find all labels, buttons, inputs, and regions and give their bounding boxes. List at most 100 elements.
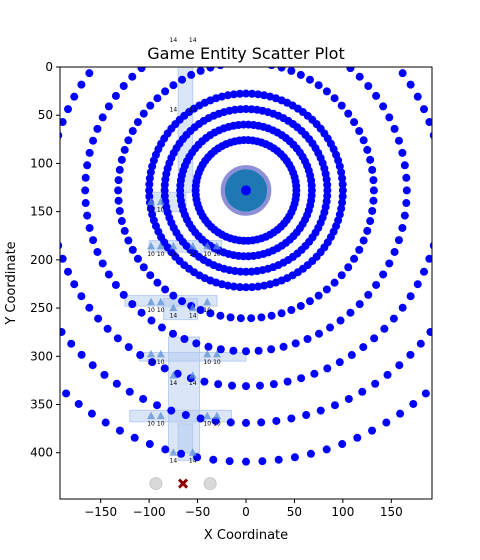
ring-point [128,72,137,81]
ring-point [369,176,378,185]
ring-point [398,148,407,157]
ring-point [146,204,155,213]
ring-point [402,173,411,182]
y-tick-label: 200 [30,253,53,267]
ring-point [370,334,379,343]
ring-point [229,90,238,99]
ring-point [382,418,391,427]
ring-point [11,156,19,164]
ring-point [254,346,263,355]
triangle-marker [169,303,178,312]
ring-point [394,236,403,245]
ring-point [67,339,76,348]
ring-point [178,75,187,84]
ring-point [19,32,27,40]
ring-point [145,180,154,189]
ring-point [117,217,126,226]
ring-point [70,92,79,101]
y-tick-label: 350 [30,398,53,412]
ring-point [85,69,94,78]
x-tick-label: 150 [380,505,403,519]
ring-point [214,0,222,1]
ring-point [416,339,425,348]
ring-point [379,102,388,111]
ring-point [83,211,92,220]
ring-point [355,127,364,135]
triangle-marker [147,411,156,420]
triangle-marker [188,448,197,456]
ring-point [111,280,120,289]
x-tick-label: 100 [331,505,354,519]
ring-point [168,329,177,338]
ring-point [330,401,339,410]
ring-point [147,316,156,325]
ring-point [451,84,459,92]
highlight-band [129,409,232,423]
cross-marker [177,478,189,489]
ring-point [355,245,364,254]
y-tick-label: 150 [30,205,53,219]
ring-point [385,259,394,268]
ring-point [287,305,296,314]
triangle-marker [147,197,156,205]
triangle-marker [203,297,212,306]
ring-point [70,280,79,289]
ring-point [437,200,445,208]
ring-point [206,67,215,72]
ring-point [119,290,128,299]
ring-point [395,12,403,20]
ring-point [390,124,399,133]
ring-point [248,283,257,292]
ring-point [434,378,442,386]
ring-point [436,214,444,222]
ring-point [406,80,415,89]
ring-point [60,118,67,127]
ring-point [161,285,170,294]
ring-point [436,159,444,167]
ring-point [98,259,107,268]
ring-point [344,394,353,403]
ring-point [81,199,90,208]
ring-point [214,380,223,389]
ring-point [364,290,373,299]
ring-point [242,347,250,356]
point-label: 14 [170,37,178,44]
ring-point [306,449,315,458]
ring-point [10,171,18,179]
ring-point [297,0,305,7]
ring-point [316,406,325,415]
ring-point [50,378,58,386]
ring-point [39,7,47,15]
triangle-marker [147,241,156,250]
x-tick-label: 50 [287,505,302,519]
ring-point [337,168,346,177]
ring-point [260,281,269,290]
ring-point [257,418,266,427]
center-ring [220,165,272,216]
ring-point [255,26,263,34]
ring-point [270,0,278,1]
ring-point [291,339,300,348]
ring-point [338,186,347,195]
ring-point [128,245,137,254]
triangle-marker [147,349,156,358]
ring-point [434,0,442,3]
ring-point [77,292,86,301]
point-label: 14 [170,313,178,320]
ring-point [296,301,305,310]
ring-point [14,141,22,149]
ring-point [60,131,63,139]
misc-markers [149,477,217,491]
ring-point [115,206,124,215]
ring-point [272,416,281,425]
ring-point [287,414,296,423]
ring-point [113,334,122,343]
x-tick-label: −100 [133,505,166,519]
ring-point [216,311,225,320]
ring-point [139,109,148,118]
ring-point [226,418,235,427]
point-label: 10 [147,251,155,258]
ring-point [274,455,283,464]
ring-point [83,161,92,170]
ring-point [77,80,86,89]
